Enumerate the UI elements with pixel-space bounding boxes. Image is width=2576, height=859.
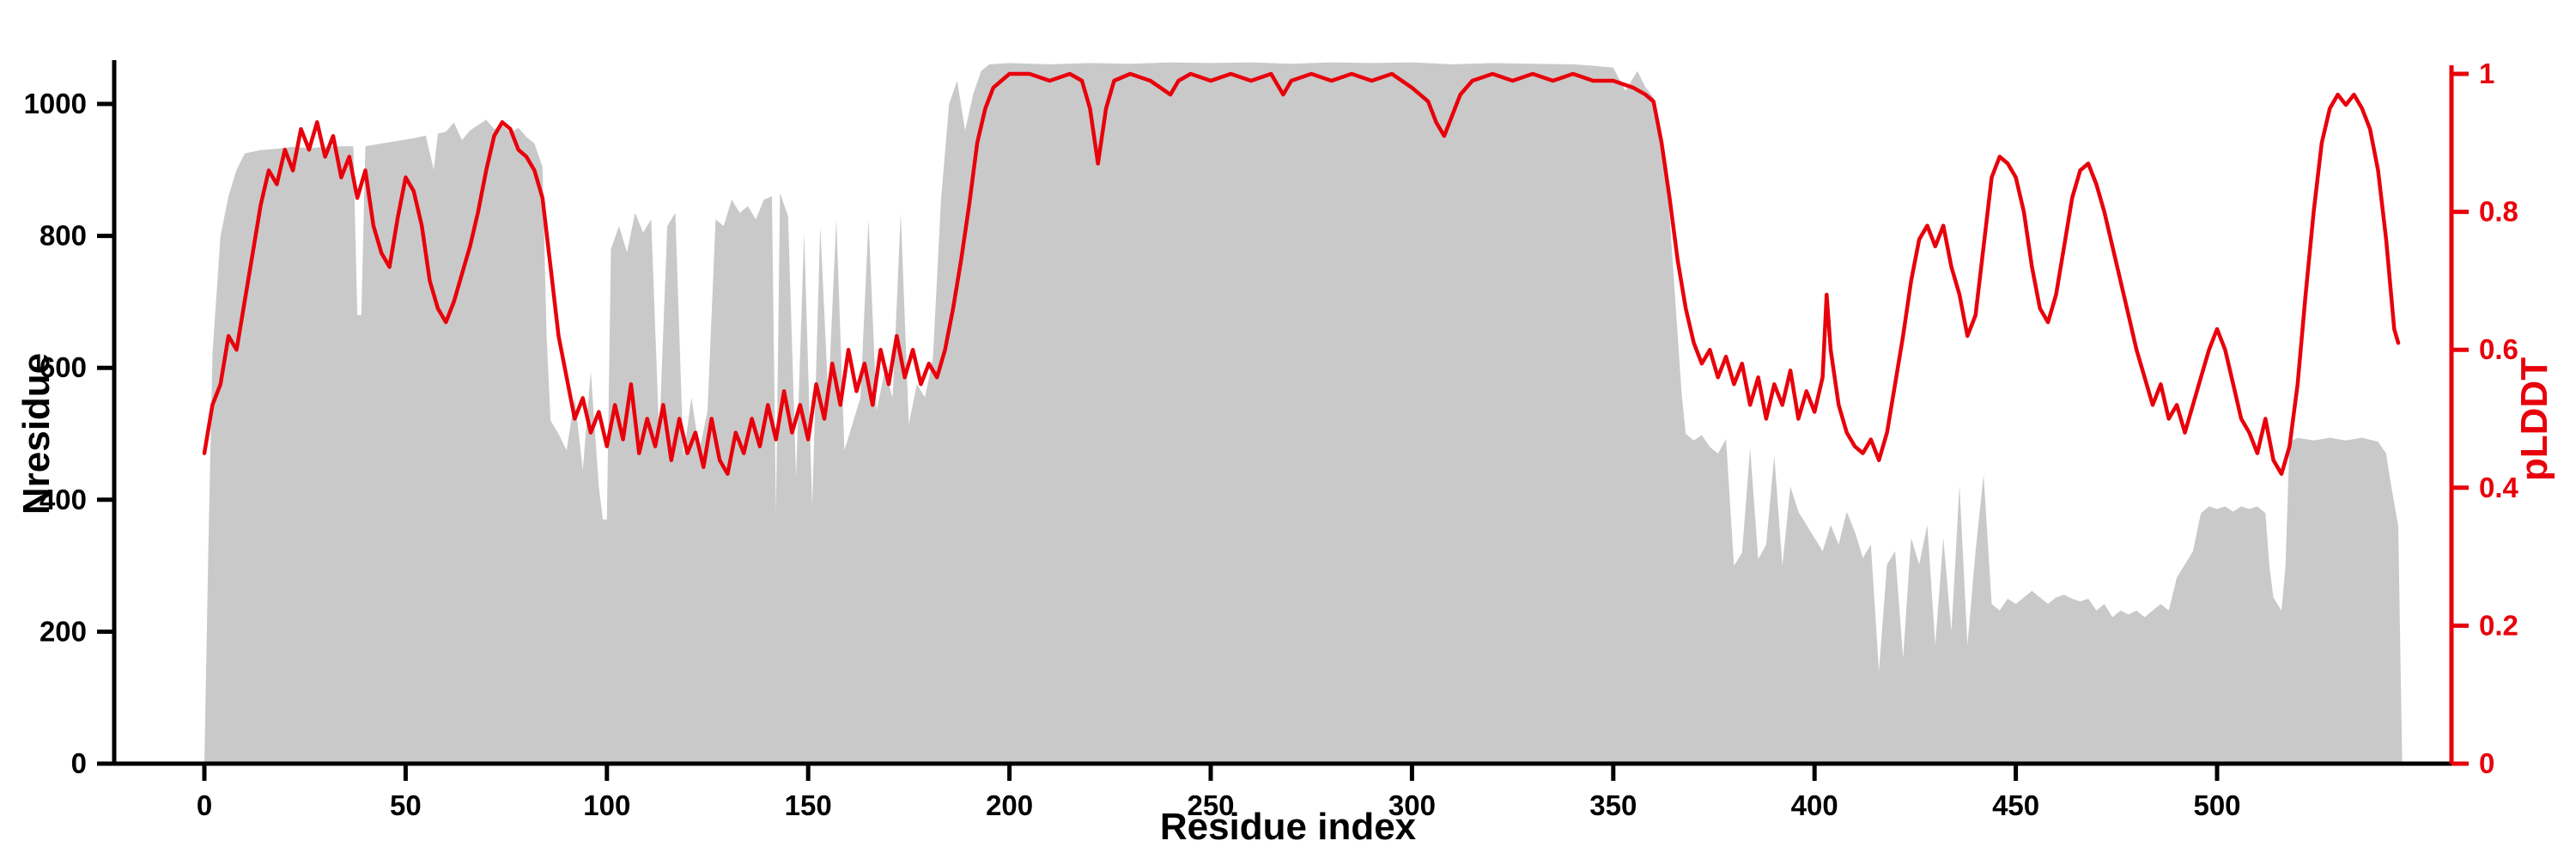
x-tick-label: 500 — [2193, 789, 2240, 821]
y-right-tick-label: 1 — [2479, 58, 2494, 89]
y-right-tick-label: 0.2 — [2479, 609, 2518, 641]
x-tick-label: 200 — [986, 789, 1033, 821]
x-tick-label: 300 — [1388, 789, 1436, 821]
x-tick-label: 100 — [583, 789, 630, 821]
y-left-tick-label: 1000 — [24, 88, 87, 119]
x-axis-title: Residue index — [1159, 806, 1417, 848]
line-series-plddt — [202, 71, 2401, 476]
x-tick-label: 400 — [1791, 789, 1838, 821]
y-axis-title-left: Nresidue — [15, 352, 58, 515]
x-tick-label: 50 — [390, 789, 422, 821]
x-tick-label: 0 — [197, 789, 212, 821]
y-left-tick-label: 200 — [39, 615, 87, 647]
x-tick-label: 450 — [1992, 789, 2039, 821]
x-tick-label: 350 — [1589, 789, 1637, 821]
x-tick-label: 150 — [785, 789, 832, 821]
y-right-tick-label: 0 — [2479, 747, 2494, 779]
y-left-tick-label: 400 — [39, 484, 87, 515]
area-series-nresidue — [204, 62, 2403, 765]
y-right-tick-label: 0.6 — [2479, 333, 2518, 365]
y-left-tick-label: 800 — [39, 220, 87, 252]
y-left-tick-label: 600 — [39, 351, 87, 383]
x-tick-label: 250 — [1187, 789, 1234, 821]
y-right-tick-label: 0.8 — [2479, 196, 2518, 228]
y-left-tick-label: 0 — [71, 747, 87, 779]
y-right-tick-label: 0.4 — [2479, 472, 2519, 503]
y-axis-title-right: pLDDT — [2513, 356, 2555, 482]
